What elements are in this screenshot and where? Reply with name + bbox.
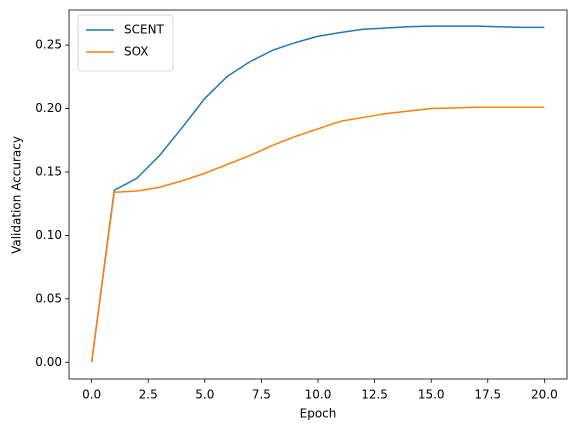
y-tick-label: 0.20: [35, 101, 62, 115]
legend-label: SCENT: [124, 23, 165, 37]
series-line: [90, 106, 545, 363]
x-tick-label: 20.0: [531, 388, 558, 402]
y-tick-label: 0.00: [35, 355, 62, 369]
x-tick-label: 12.5: [361, 388, 388, 402]
x-axis-label: Epoch: [300, 407, 337, 421]
plot-frame: [68, 9, 568, 380]
series-line: [90, 25, 545, 363]
x-tick-label: 5.0: [195, 388, 214, 402]
y-tick-label: 0.15: [35, 164, 62, 178]
x-tick-label: 17.5: [474, 388, 501, 402]
x-tick-label: 0.0: [82, 388, 101, 402]
x-tick-label: 15.0: [418, 388, 445, 402]
y-tick-label: 0.10: [35, 228, 62, 242]
legend-label: SOX: [124, 45, 149, 59]
x-tick-label: 7.5: [252, 388, 271, 402]
legend-box: [77, 14, 174, 72]
y-axis-label: Validation Accuracy: [10, 136, 24, 254]
y-tick-label: 0.25: [35, 38, 62, 52]
x-tick-label: 10.0: [305, 388, 332, 402]
x-tick-label: 2.5: [139, 388, 158, 402]
y-tick-label: 0.05: [35, 291, 62, 305]
